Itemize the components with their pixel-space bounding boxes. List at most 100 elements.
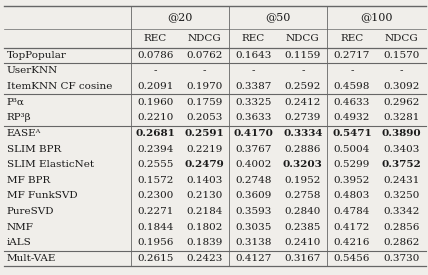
Text: 0.2210: 0.2210 — [137, 113, 173, 122]
Text: iALS: iALS — [7, 238, 32, 247]
Text: 0.2592: 0.2592 — [285, 82, 321, 91]
Text: 0.4127: 0.4127 — [235, 254, 272, 263]
Text: 0.0786: 0.0786 — [137, 51, 173, 60]
Text: 0.3325: 0.3325 — [235, 98, 272, 107]
Text: Mult-VAE: Mult-VAE — [7, 254, 56, 263]
Text: 0.1844: 0.1844 — [137, 223, 173, 232]
Text: REC: REC — [242, 34, 265, 43]
Text: 0.3250: 0.3250 — [383, 191, 419, 200]
Text: @50: @50 — [265, 12, 291, 22]
Text: 0.4216: 0.4216 — [334, 238, 370, 247]
Text: 0.4598: 0.4598 — [334, 82, 370, 91]
Text: 0.3890: 0.3890 — [381, 129, 421, 138]
Text: 0.1572: 0.1572 — [137, 176, 173, 185]
Text: 0.2412: 0.2412 — [285, 98, 321, 107]
Text: -: - — [202, 67, 206, 76]
Text: 0.5471: 0.5471 — [332, 129, 372, 138]
Text: 0.2271: 0.2271 — [137, 207, 173, 216]
Text: REC: REC — [340, 34, 364, 43]
Text: NDCG: NDCG — [187, 34, 221, 43]
Text: 0.3342: 0.3342 — [383, 207, 419, 216]
Text: 0.3203: 0.3203 — [283, 160, 323, 169]
Text: 0.5004: 0.5004 — [334, 145, 370, 153]
Text: 0.2962: 0.2962 — [383, 98, 419, 107]
Text: 0.2615: 0.2615 — [137, 254, 173, 263]
Text: P³α: P³α — [7, 98, 25, 107]
Text: 0.4002: 0.4002 — [235, 160, 272, 169]
Text: TopPopular: TopPopular — [7, 51, 67, 60]
Text: NDCG: NDCG — [286, 34, 320, 43]
Text: 0.5299: 0.5299 — [334, 160, 370, 169]
Text: 0.2130: 0.2130 — [186, 191, 223, 200]
Text: -: - — [399, 67, 403, 76]
Text: 0.1759: 0.1759 — [186, 98, 223, 107]
Text: -: - — [350, 67, 354, 76]
Text: 0.3952: 0.3952 — [334, 176, 370, 185]
Text: 0.3609: 0.3609 — [235, 191, 272, 200]
Text: 0.2479: 0.2479 — [184, 160, 224, 169]
Text: 0.2423: 0.2423 — [186, 254, 223, 263]
Text: 0.1956: 0.1956 — [137, 238, 173, 247]
Text: 0.3167: 0.3167 — [285, 254, 321, 263]
Text: 0.2739: 0.2739 — [285, 113, 321, 122]
Text: 0.2758: 0.2758 — [285, 191, 321, 200]
Text: MF BPR: MF BPR — [7, 176, 50, 185]
Text: ItemKNN CF cosine: ItemKNN CF cosine — [7, 82, 112, 91]
Text: -: - — [153, 67, 157, 76]
Text: 0.0762: 0.0762 — [186, 51, 223, 60]
Text: 0.4803: 0.4803 — [334, 191, 370, 200]
Text: 0.2184: 0.2184 — [186, 207, 223, 216]
Text: 0.2591: 0.2591 — [184, 129, 224, 138]
Text: 0.2385: 0.2385 — [285, 223, 321, 232]
Text: 0.3281: 0.3281 — [383, 113, 419, 122]
Text: 0.2748: 0.2748 — [235, 176, 272, 185]
Text: PureSVD: PureSVD — [7, 207, 54, 216]
Text: 0.2053: 0.2053 — [186, 113, 223, 122]
Text: 0.1570: 0.1570 — [383, 51, 419, 60]
Text: 0.1839: 0.1839 — [186, 238, 223, 247]
Text: EASEᴬ: EASEᴬ — [7, 129, 41, 138]
Text: 0.3035: 0.3035 — [235, 223, 272, 232]
Text: 0.1960: 0.1960 — [137, 98, 173, 107]
Text: 0.2886: 0.2886 — [285, 145, 321, 153]
Text: UserKNN: UserKNN — [7, 67, 58, 76]
Text: 0.1643: 0.1643 — [235, 51, 272, 60]
Text: 0.1952: 0.1952 — [285, 176, 321, 185]
Text: 0.4784: 0.4784 — [334, 207, 370, 216]
Text: 0.3730: 0.3730 — [383, 254, 419, 263]
Text: -: - — [252, 67, 256, 76]
Text: 0.2856: 0.2856 — [383, 223, 419, 232]
Text: 0.2717: 0.2717 — [334, 51, 370, 60]
Text: 0.2840: 0.2840 — [285, 207, 321, 216]
Text: 0.2681: 0.2681 — [135, 129, 175, 138]
Text: 0.3767: 0.3767 — [235, 145, 272, 153]
Text: 0.4170: 0.4170 — [234, 129, 273, 138]
Text: 0.2410: 0.2410 — [285, 238, 321, 247]
Text: SLIM BPR: SLIM BPR — [7, 145, 61, 153]
Text: 0.3633: 0.3633 — [235, 113, 272, 122]
Text: MF FunkSVD: MF FunkSVD — [7, 191, 77, 200]
Text: NMF: NMF — [7, 223, 34, 232]
Text: 0.3334: 0.3334 — [283, 129, 323, 138]
Text: 0.1159: 0.1159 — [285, 51, 321, 60]
Text: 0.2431: 0.2431 — [383, 176, 419, 185]
Text: 0.2394: 0.2394 — [137, 145, 173, 153]
Text: @20: @20 — [167, 12, 193, 22]
Text: 0.2555: 0.2555 — [137, 160, 173, 169]
Text: 0.3138: 0.3138 — [235, 238, 272, 247]
Text: -: - — [301, 67, 305, 76]
Text: 0.2300: 0.2300 — [137, 191, 173, 200]
Text: 0.4172: 0.4172 — [334, 223, 370, 232]
Text: 0.3403: 0.3403 — [383, 145, 419, 153]
Text: @100: @100 — [360, 12, 393, 22]
Text: RP³β: RP³β — [7, 113, 32, 122]
Text: 0.2862: 0.2862 — [383, 238, 419, 247]
Text: 0.3387: 0.3387 — [235, 82, 272, 91]
Text: 0.1970: 0.1970 — [186, 82, 223, 91]
Text: 0.3593: 0.3593 — [235, 207, 272, 216]
Text: 0.2219: 0.2219 — [186, 145, 223, 153]
Text: 0.3752: 0.3752 — [381, 160, 421, 169]
Text: 0.1802: 0.1802 — [186, 223, 223, 232]
Text: NDCG: NDCG — [384, 34, 418, 43]
Text: 0.1403: 0.1403 — [186, 176, 223, 185]
